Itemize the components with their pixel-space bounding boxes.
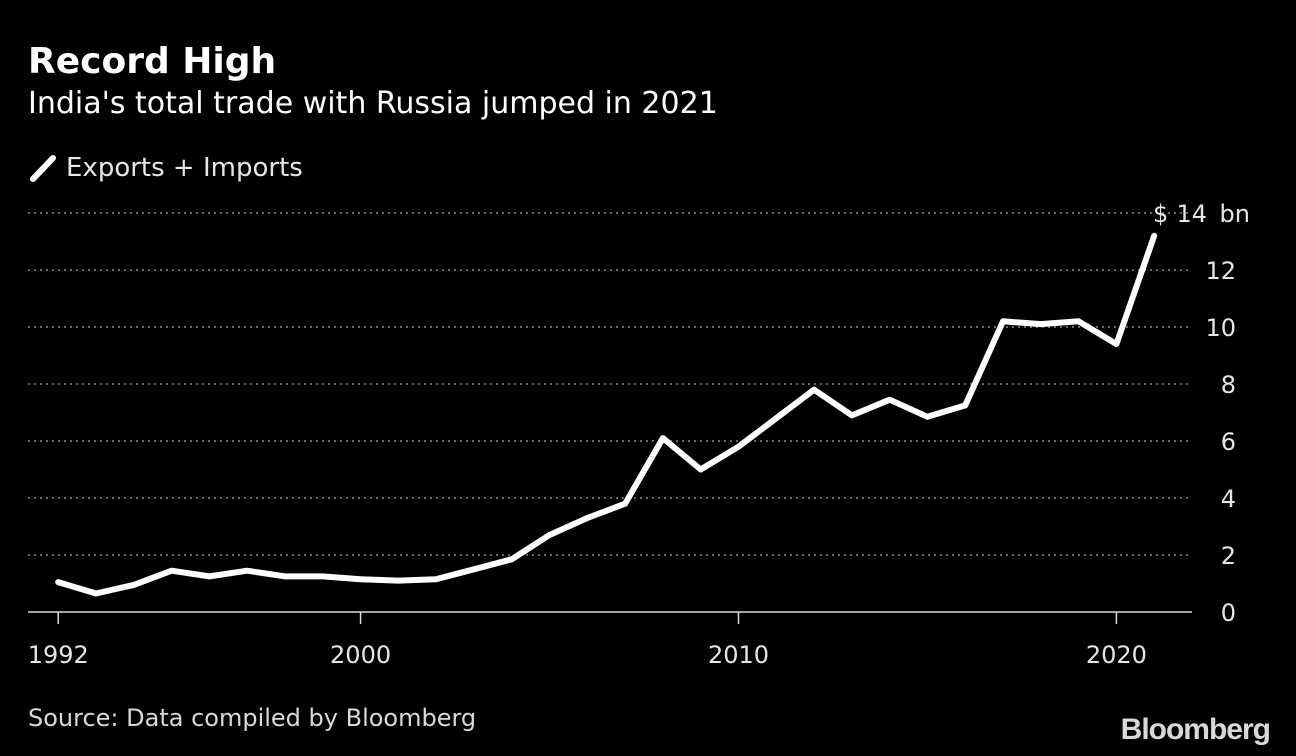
x-tick-label: 2020	[1086, 641, 1147, 669]
bloomberg-logo: Bloomberg	[1120, 713, 1271, 746]
chart-subtitle: India's total trade with Russia jumped i…	[28, 86, 718, 121]
x-tick-label: 1992	[28, 641, 89, 669]
x-tick-label: 2010	[708, 641, 769, 669]
series-line	[55, 232, 1158, 597]
y-tick-label: 8	[1221, 371, 1236, 399]
y-tick-prefix: $	[1153, 200, 1168, 228]
y-tick-label: 4	[1221, 485, 1236, 513]
y-tick-label: 12	[1205, 257, 1236, 285]
y-tick-label: 2	[1221, 542, 1236, 570]
legend: Exports + Imports	[28, 150, 303, 186]
legend-line-icon	[30, 155, 56, 182]
x-tick-label: 2000	[330, 641, 391, 669]
y-tick-label: 10	[1205, 314, 1236, 342]
legend-label: Exports + Imports	[66, 153, 303, 183]
chart-title: Record High	[28, 41, 277, 82]
y-axis-unit-label: bn	[1220, 200, 1250, 228]
y-tick-label: 0	[1221, 599, 1236, 627]
source-note: Source: Data compiled by Bloomberg	[28, 704, 477, 732]
y-tick-label: 6	[1221, 428, 1236, 456]
y-tick-label: 14	[1176, 200, 1207, 228]
